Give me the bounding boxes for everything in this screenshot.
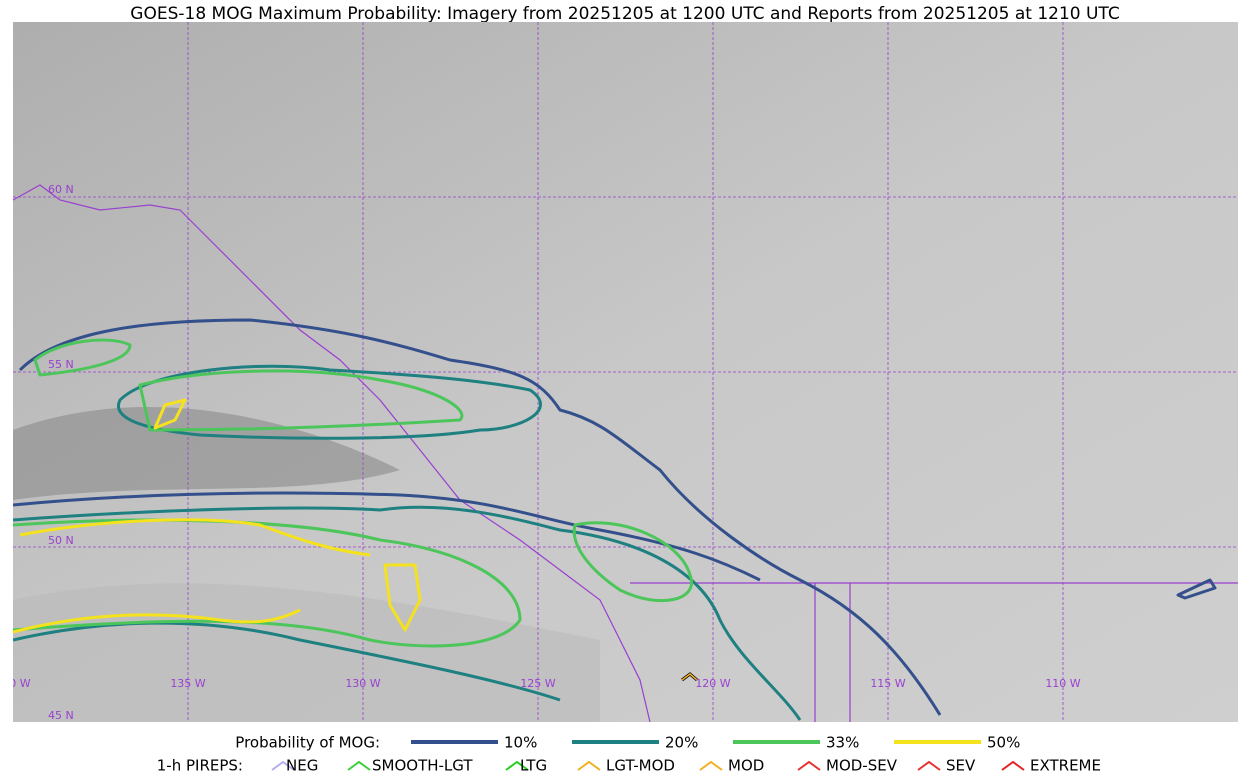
lon-label: 130 W xyxy=(345,677,380,690)
contour-20 xyxy=(117,364,542,440)
contour-50 xyxy=(19,518,371,557)
contour-10 xyxy=(13,491,761,582)
dark-cloud-band xyxy=(13,407,400,500)
legend-label: NEG xyxy=(286,757,318,775)
legend-probability: Probability of MOG: 10% 20% 33% 50% xyxy=(235,734,1020,752)
contour-10 xyxy=(1176,578,1217,600)
contour-50 xyxy=(13,608,301,634)
legend-symbol xyxy=(699,760,723,771)
legend-label: LTG xyxy=(520,757,547,775)
legend-label: EXTREME xyxy=(1030,757,1101,775)
border xyxy=(630,582,1238,722)
contour-33 xyxy=(138,369,464,432)
legend-label: 10% xyxy=(504,734,537,752)
lon-label: 140 W xyxy=(0,677,31,690)
legend-symbol xyxy=(347,760,371,771)
lat-label: 50 N xyxy=(48,534,74,547)
legend-label: LGT-MOD xyxy=(606,757,675,775)
legend-label: 20% xyxy=(665,734,698,752)
legend-label: SMOOTH-LGT xyxy=(372,757,473,775)
legend-label: 50% xyxy=(987,734,1020,752)
contour-20 xyxy=(13,505,802,721)
lon-label: 110 W xyxy=(1045,677,1080,690)
lat-label: 55 N xyxy=(48,358,74,371)
legend-symbol xyxy=(271,760,295,771)
map: 60 N 55 N 50 N 45 N 140 W 135 W 130 W 125 W 120… xyxy=(0,22,1238,722)
lon-label: 135 W xyxy=(170,677,205,690)
contour-33 xyxy=(33,338,132,377)
legend-title: Probability of MOG: xyxy=(235,734,380,752)
legend-label: MOD xyxy=(728,757,764,775)
contour-50 xyxy=(153,398,187,430)
contour-20 xyxy=(13,621,561,702)
cloud-band xyxy=(13,583,600,722)
lat-label: 60 N xyxy=(48,183,74,196)
lon-label: 120 W xyxy=(695,677,730,690)
lat-label: 45 N xyxy=(48,709,74,722)
legend-label: 33% xyxy=(826,734,859,752)
legend-label: SEV xyxy=(946,757,976,775)
legend-symbol xyxy=(1001,760,1025,771)
lon-label: 125 W xyxy=(520,677,555,690)
pirep-marker xyxy=(681,673,698,681)
graticule xyxy=(13,22,1238,722)
legend-title: 1-h PIREPS: xyxy=(157,757,243,775)
title: GOES-18 MOG Maximum Probability: Imagery… xyxy=(130,4,1119,24)
legend-symbol xyxy=(577,760,601,771)
legend-pireps: 1-h PIREPS: NEG SMOOTH-LGT LTG LGT-MOD MOD MOD… xyxy=(157,757,1101,775)
legend-symbol xyxy=(797,760,821,771)
contour-10 xyxy=(18,318,942,716)
coastline xyxy=(13,184,651,722)
legend-symbol xyxy=(505,760,529,771)
contour-50 xyxy=(383,563,422,632)
legend-symbol xyxy=(917,760,941,771)
contour-33 xyxy=(572,521,694,603)
legend-label: MOD-SEV xyxy=(826,757,898,775)
lon-label: 115 W xyxy=(870,677,905,690)
